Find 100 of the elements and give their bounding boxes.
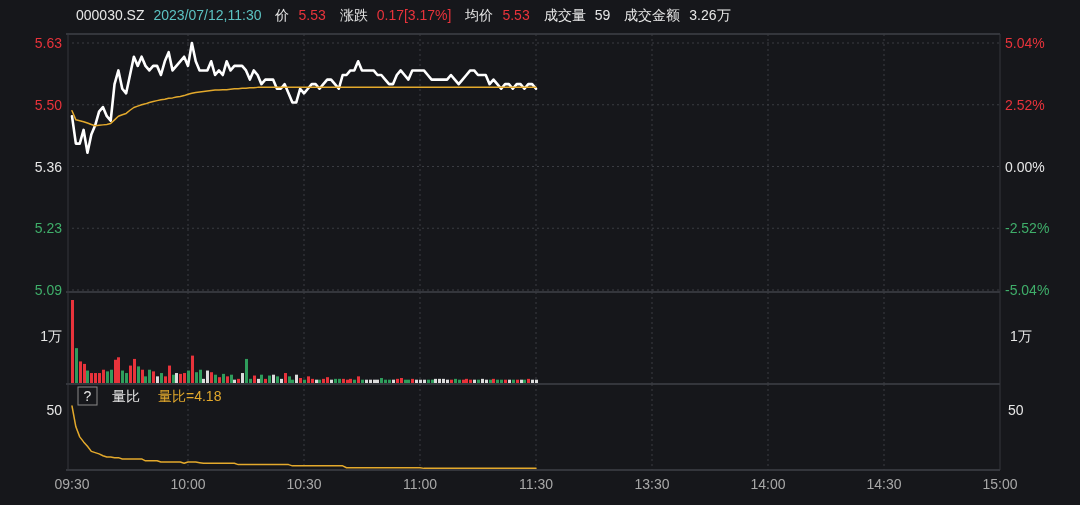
- bar: [260, 374, 263, 383]
- bar: [322, 378, 325, 383]
- text: 1万: [40, 328, 62, 344]
- bar: [485, 379, 488, 383]
- bar: [500, 379, 503, 383]
- bar: [338, 378, 341, 383]
- bar: [125, 373, 128, 383]
- bar: [400, 378, 403, 383]
- bar: [380, 378, 383, 383]
- bar: [222, 373, 225, 383]
- chart-title: 量比: [112, 388, 140, 404]
- bar: [450, 379, 453, 383]
- bar: [411, 378, 414, 383]
- bar: [71, 300, 74, 383]
- bar: [384, 379, 387, 383]
- text: 0.17[3.17%]: [376, 7, 452, 23]
- bar: [427, 379, 430, 383]
- bar: [210, 372, 213, 383]
- bar: [102, 369, 105, 383]
- bar: [191, 355, 194, 383]
- bar: [241, 373, 244, 383]
- bar: [365, 379, 368, 383]
- text: 2023/07/12,11:30: [153, 7, 262, 23]
- bar: [531, 379, 534, 383]
- text: 量比=4.18: [158, 388, 222, 404]
- bar: [86, 370, 89, 383]
- bar: [357, 376, 360, 383]
- bar: [272, 374, 275, 383]
- bar: [280, 378, 283, 383]
- bar: [454, 378, 457, 383]
- bar: [160, 373, 163, 383]
- bar: [473, 379, 476, 383]
- bar: [299, 378, 302, 383]
- bar: [214, 374, 217, 383]
- bar: [291, 379, 294, 383]
- bar: [168, 365, 171, 383]
- bar: [199, 369, 202, 383]
- bar: [133, 358, 136, 383]
- text: 3.26万: [689, 7, 731, 23]
- bar: [288, 376, 291, 383]
- bar: [446, 379, 449, 383]
- bar: [106, 371, 109, 383]
- text: 50: [46, 402, 63, 418]
- bar: [237, 378, 240, 383]
- bar: [253, 375, 256, 383]
- bar: [392, 379, 395, 383]
- bar: [419, 379, 422, 383]
- bar: [257, 378, 260, 383]
- bar: [307, 376, 310, 383]
- help-button: ?: [77, 386, 98, 406]
- x-tick-label: 14:00: [750, 476, 786, 492]
- y-tick-label: 5.36: [34, 158, 63, 175]
- x-tick-label: 10:30: [286, 476, 322, 492]
- y-tick-label: 5.63: [34, 35, 63, 51]
- text: 涨跌: [339, 7, 368, 23]
- bar: [469, 379, 472, 383]
- bar: [465, 378, 468, 383]
- text: 1万: [1010, 328, 1032, 344]
- bar: [508, 379, 511, 383]
- bar: [353, 379, 356, 383]
- bar: [342, 378, 345, 383]
- bar: [75, 348, 78, 383]
- bar: [396, 378, 399, 383]
- bar: [349, 378, 352, 383]
- bar: [226, 376, 229, 383]
- bar: [346, 379, 349, 383]
- bar: [442, 378, 445, 383]
- bar: [94, 373, 97, 383]
- bar: [179, 373, 182, 383]
- x-tick-label: 09:30: [54, 476, 90, 492]
- y2-tick-label: -2.52%: [1005, 220, 1050, 237]
- bar: [284, 373, 287, 383]
- bar: [83, 363, 86, 383]
- line-series: [70, 41, 538, 155]
- y-tick-label: 5.23: [34, 220, 63, 237]
- bar: [334, 378, 337, 383]
- bar: [156, 376, 159, 383]
- bar: [369, 379, 372, 383]
- bar: [187, 370, 190, 383]
- bar: [137, 366, 140, 383]
- y2-tick-label: 5.04%: [1005, 35, 1045, 51]
- x-tick-label: 10:00: [170, 476, 206, 492]
- text: 均价: [464, 7, 494, 23]
- x-tick-label: 11:30: [519, 476, 554, 492]
- bar: [183, 373, 186, 383]
- x-tick-label: 13:30: [634, 476, 670, 492]
- bar: [90, 373, 93, 383]
- x-tick-label: 15:00: [982, 476, 1018, 492]
- bar: [152, 371, 155, 383]
- bar: [295, 374, 298, 383]
- text: 000030.SZ: [76, 7, 145, 23]
- bar: [141, 369, 144, 383]
- bar: [504, 379, 507, 383]
- x-tick-label: 14:30: [866, 476, 902, 492]
- bar: [268, 375, 271, 383]
- bar: [110, 369, 113, 383]
- bar: [458, 379, 461, 383]
- y2-tick-label: 2.52%: [1005, 96, 1045, 113]
- bar: [512, 379, 515, 383]
- bar: [264, 378, 267, 383]
